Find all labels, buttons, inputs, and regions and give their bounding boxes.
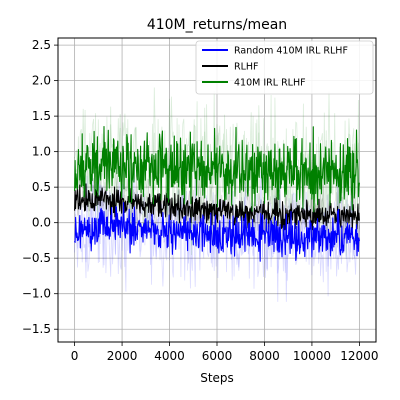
series-lines: [74, 125, 360, 262]
series-line-random-irl: [74, 202, 360, 262]
x-axis-title: Steps: [200, 371, 234, 385]
band-trace-410m-irl: [74, 91, 360, 246]
band-trace-410m-irl: [74, 87, 360, 257]
y-tick-label: −1.5: [22, 322, 51, 336]
legend-label-410m-irl: 410M IRL RLHF: [234, 78, 306, 89]
x-tick-label: 10000: [293, 349, 331, 363]
legend-box: [195, 40, 374, 95]
y-tick-label: −0.5: [22, 251, 51, 265]
y-tick-label: 1.0: [32, 145, 51, 159]
x-tick-label: 6000: [202, 349, 233, 363]
series-line-410m-irl: [74, 125, 360, 213]
legend-label-rlhf: RLHF: [234, 62, 259, 73]
x-tick-label: 8000: [249, 349, 280, 363]
x-tick-label: 2000: [107, 349, 138, 363]
y-axis-ticks: −1.5 −1.0 −0.5 0.0 0.5 1.0 1.5 2.0 2.5: [22, 38, 58, 336]
y-tick-label: −1.0: [22, 287, 51, 301]
y-tick-label: 2.5: [32, 38, 51, 52]
x-axis-ticks: 0 2000 4000 6000 8000 10000 12000: [71, 342, 378, 363]
y-tick-label: 2.0: [32, 74, 51, 88]
x-tick-label: 12000: [340, 349, 378, 363]
legend-label-random-irl: Random 410M IRL RLHF: [234, 46, 348, 57]
y-tick-label: 0.0: [32, 216, 51, 230]
x-tick-label: 0: [71, 349, 79, 363]
chart-title: 410M_returns/mean: [147, 17, 287, 33]
y-tick-label: 1.5: [32, 109, 51, 123]
x-tick-label: 4000: [154, 349, 185, 363]
series-line-rlhf: [74, 183, 360, 236]
legend: Random 410M IRL RLHF RLHF 410M IRL RLHF: [195, 40, 374, 95]
y-tick-label: 0.5: [32, 180, 51, 194]
